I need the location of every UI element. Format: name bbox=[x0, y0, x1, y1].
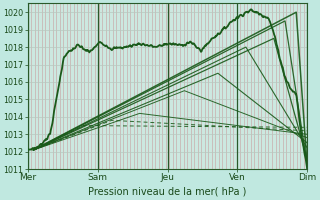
X-axis label: Pression niveau de la mer( hPa ): Pression niveau de la mer( hPa ) bbox=[88, 187, 247, 197]
